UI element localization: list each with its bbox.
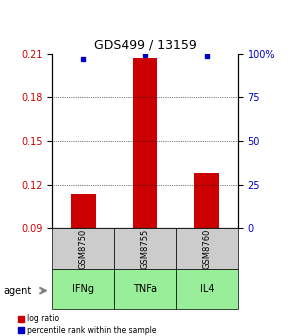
Text: GSM8750: GSM8750 [79,228,88,269]
FancyBboxPatch shape [52,228,114,269]
Text: GSM8760: GSM8760 [202,228,211,269]
Bar [133,58,157,228]
FancyBboxPatch shape [176,269,238,309]
FancyBboxPatch shape [114,228,176,269]
Text: agent: agent [3,286,31,296]
Text: IFNg: IFNg [72,284,94,294]
Text: GSM8755: GSM8755 [140,228,150,269]
Title: GDS499 / 13159: GDS499 / 13159 [94,38,196,51]
Bar [195,173,219,228]
Text: IL4: IL4 [200,284,214,294]
Bar [71,194,95,228]
Legend: log ratio, percentile rank within the sample: log ratio, percentile rank within the sa… [18,314,156,335]
FancyBboxPatch shape [176,228,238,269]
FancyBboxPatch shape [114,269,176,309]
Text: TNFa: TNFa [133,284,157,294]
FancyBboxPatch shape [52,269,114,309]
